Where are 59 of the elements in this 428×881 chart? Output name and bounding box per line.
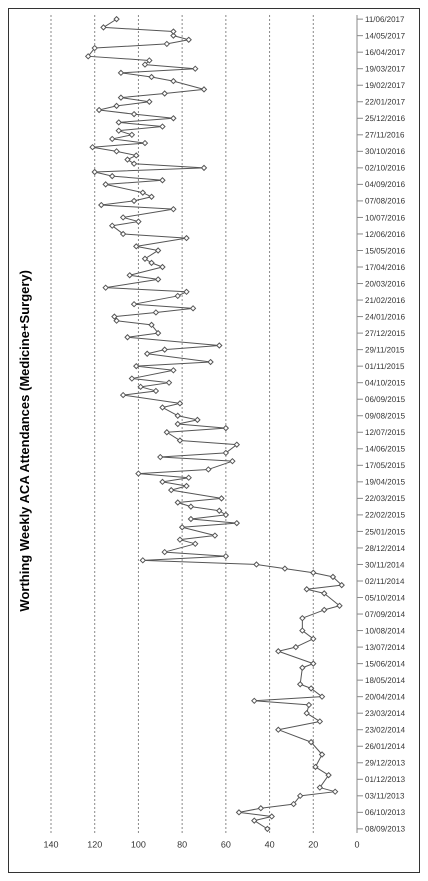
y-tick-label: 04/09/2016 (365, 180, 406, 190)
y-tick-label: 17/05/2015 (365, 461, 406, 470)
y-tick-label: 22/01/2017 (365, 98, 406, 107)
y-tick-label: 19/02/2017 (365, 81, 406, 90)
y-tick-label: 26/01/2014 (365, 742, 406, 752)
y-tick-label: 07/09/2014 (365, 610, 406, 619)
y-tick-label: 10/08/2014 (365, 626, 406, 636)
y-tick-label: 13/07/2014 (365, 642, 406, 652)
y-tick-label: 14/06/2015 (365, 444, 406, 454)
y-tick-label: 20/04/2014 (365, 692, 406, 702)
y-tick-label: 12/07/2015 (365, 428, 406, 438)
y-tick-label: 02/11/2014 (365, 576, 405, 586)
y-tick-label: 22/02/2015 (365, 510, 406, 520)
y-tick-label: 24/01/2016 (365, 312, 406, 322)
y-tick-label: 19/04/2015 (365, 478, 406, 487)
x-tick-label: 0 (354, 839, 360, 850)
y-tick-label: 23/02/2014 (365, 726, 406, 735)
x-tick-label: 140 (43, 839, 59, 850)
y-tick-label: 30/11/2014 (365, 560, 405, 570)
y-tick-label: 22/03/2015 (365, 494, 406, 504)
y-tick-label: 03/11/2013 (365, 792, 405, 801)
y-tick-label: 01/12/2013 (365, 775, 406, 784)
y-tick-label: 25/12/2016 (365, 114, 406, 124)
x-tick-label: 100 (130, 839, 146, 850)
y-tick-label: 12/06/2016 (365, 230, 406, 239)
y-tick-label: 30/10/2016 (365, 147, 406, 156)
y-tick-label: 15/06/2014 (365, 659, 406, 668)
y-tick-label: 14/05/2017 (365, 31, 406, 40)
y-tick-label: 02/10/2016 (365, 164, 406, 173)
y-tick-label: 19/03/2017 (365, 64, 406, 74)
y-tick-label: 28/12/2014 (365, 544, 406, 553)
y-tick-label: 01/11/2015 (365, 362, 405, 371)
y-tick-label: 27/11/2016 (365, 130, 405, 140)
y-tick-label: 06/09/2015 (365, 395, 406, 404)
x-tick-label: 80 (177, 839, 188, 850)
y-tick-label: 15/05/2016 (365, 246, 406, 256)
y-tick-label: 05/10/2014 (365, 593, 406, 602)
y-tick-label: 07/08/2016 (365, 196, 406, 206)
y-tick-label: 09/08/2015 (365, 412, 406, 421)
x-tick-label: 20 (308, 839, 318, 850)
y-tick-label: 25/01/2015 (365, 527, 406, 536)
y-tick-label: 11/06/2017 (365, 14, 405, 24)
y-tick-label: 10/07/2016 (365, 213, 406, 222)
x-tick-label: 60 (220, 839, 231, 850)
x-tick-label: 120 (87, 839, 102, 850)
y-tick-label: 18/05/2014 (365, 676, 406, 685)
y-tick-label: 21/02/2016 (365, 296, 406, 305)
x-tick-label: 40 (264, 839, 275, 850)
text: Worthing Weekly ACA Attendances (Medicine+Surgery) (16, 270, 32, 612)
y-tick-label: 16/04/2017 (365, 48, 406, 58)
y-tick-label: 29/11/2015 (365, 345, 405, 354)
y-tick-label: 06/10/2013 (365, 808, 406, 818)
y-tick-label: 20/03/2016 (365, 279, 406, 288)
y-tick-label: 29/12/2013 (365, 758, 406, 768)
y-tick-label: 08/09/2013 (365, 824, 406, 834)
y-tick-label: 04/10/2015 (365, 378, 406, 388)
y-tick-label: 27/12/2015 (365, 328, 406, 338)
y-tick-label: 17/04/2016 (365, 262, 406, 272)
y-tick-label: 23/03/2014 (365, 709, 406, 718)
